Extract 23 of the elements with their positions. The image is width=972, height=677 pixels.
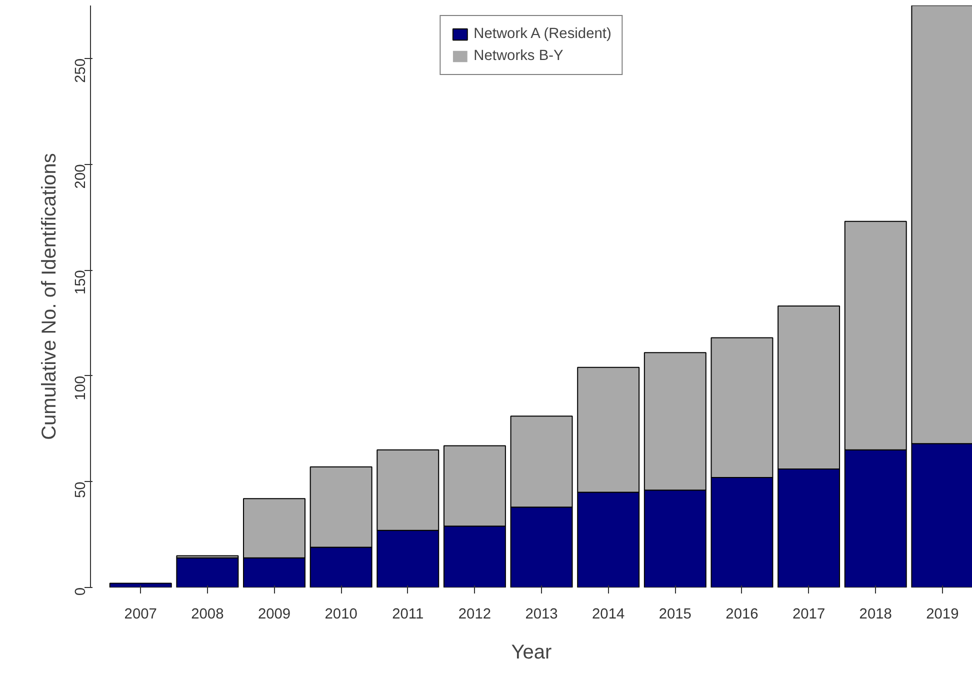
x-tick-label: 2019 [926,606,959,622]
y-tick-label: 100 [73,376,89,400]
x-tick-label: 2013 [525,606,558,622]
y-axis-title: Cumulative No. of Identifications [38,153,60,440]
x-tick-label: 2009 [258,606,291,622]
y-tick-label: 200 [73,164,89,189]
x-tick-label: 2007 [124,606,157,622]
x-tick-label: 2016 [726,606,758,622]
x-tick-label: 2017 [792,606,826,622]
x-tick-label: 2015 [658,606,692,622]
x-axis-title: Year [511,642,552,664]
y-tick-label: 50 [73,482,89,498]
y-tick-label: 250 [73,58,89,83]
x-tick-label: 2012 [458,606,492,622]
x-tick-label: 2014 [592,606,625,622]
x-tick-label: 2018 [859,606,892,622]
x-tick-label: 2008 [191,606,224,622]
y-tick-label: 0 [73,587,89,596]
x-tick-label: 2011 [392,606,424,622]
y-tick-label: 150 [73,270,89,294]
legend-label: Network A (Resident) [474,26,612,42]
legend-label: Networks B-Y [474,48,564,64]
x-tick-label: 2010 [324,606,358,622]
